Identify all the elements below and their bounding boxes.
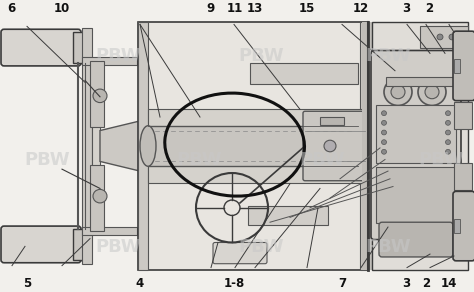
Text: 11: 11 [227, 2, 243, 15]
Bar [90, 61, 104, 127]
Bar [92, 58, 100, 234]
Text: PBW: PBW [238, 47, 283, 65]
Text: 10: 10 [54, 2, 70, 15]
Bar [73, 32, 85, 63]
Bar [362, 22, 372, 270]
Bar [82, 227, 137, 235]
Text: 3: 3 [402, 2, 411, 15]
Circle shape [446, 140, 450, 145]
Bar [82, 28, 92, 264]
Text: PBW: PBW [96, 47, 141, 65]
Bar [320, 117, 344, 125]
Bar [372, 22, 468, 270]
Circle shape [382, 140, 386, 145]
Ellipse shape [418, 79, 446, 105]
Circle shape [382, 120, 386, 125]
Ellipse shape [391, 85, 405, 99]
Bar [454, 59, 460, 73]
Text: 9: 9 [207, 2, 215, 15]
FancyBboxPatch shape [453, 31, 474, 101]
Circle shape [437, 34, 443, 40]
Bar [454, 102, 472, 129]
Text: PBW: PBW [418, 151, 464, 169]
Circle shape [446, 150, 450, 154]
Bar [148, 109, 366, 183]
Circle shape [382, 130, 386, 135]
Bar [360, 22, 368, 270]
Circle shape [324, 140, 336, 152]
FancyBboxPatch shape [213, 242, 267, 264]
Text: PBW: PBW [25, 151, 70, 169]
Text: 2: 2 [422, 277, 431, 290]
FancyBboxPatch shape [379, 222, 453, 257]
FancyBboxPatch shape [1, 29, 81, 66]
Text: 6: 6 [8, 2, 16, 15]
Bar [248, 206, 328, 225]
Circle shape [93, 190, 107, 203]
Ellipse shape [425, 85, 439, 99]
Bar [138, 22, 368, 270]
Circle shape [382, 111, 386, 116]
Bar [82, 57, 137, 65]
Text: PBW: PBW [238, 239, 283, 256]
Text: PBW: PBW [96, 239, 141, 256]
Bar [90, 165, 104, 231]
Text: 15: 15 [299, 2, 315, 15]
Bar [73, 229, 85, 260]
Circle shape [93, 89, 107, 102]
Bar [420, 26, 468, 48]
Bar [250, 63, 358, 84]
Circle shape [446, 130, 450, 135]
Text: PBW: PBW [176, 151, 222, 169]
Text: 14: 14 [441, 277, 457, 290]
Circle shape [449, 34, 455, 40]
Ellipse shape [140, 126, 156, 166]
Text: 12: 12 [353, 2, 369, 15]
Bar [138, 22, 148, 270]
FancyBboxPatch shape [453, 191, 474, 261]
FancyBboxPatch shape [371, 51, 461, 240]
FancyBboxPatch shape [1, 226, 81, 263]
Text: 4: 4 [136, 277, 144, 290]
Bar [454, 219, 460, 233]
Bar [376, 167, 456, 223]
Bar [148, 126, 358, 166]
Circle shape [446, 120, 450, 125]
Text: 7: 7 [338, 277, 346, 290]
Text: PBW: PBW [300, 151, 345, 169]
Text: 5: 5 [23, 277, 32, 290]
Text: 2: 2 [425, 2, 434, 15]
Circle shape [382, 150, 386, 154]
Text: 13: 13 [247, 2, 263, 15]
Text: 1-8: 1-8 [224, 277, 245, 290]
Text: 3: 3 [402, 277, 411, 290]
Bar [386, 77, 474, 86]
Text: PBW: PBW [366, 47, 411, 65]
Text: PBW: PBW [366, 239, 411, 256]
Polygon shape [100, 121, 148, 171]
Ellipse shape [384, 79, 412, 105]
FancyBboxPatch shape [303, 111, 367, 181]
Bar [376, 105, 456, 163]
Bar [454, 163, 472, 190]
Circle shape [446, 111, 450, 116]
